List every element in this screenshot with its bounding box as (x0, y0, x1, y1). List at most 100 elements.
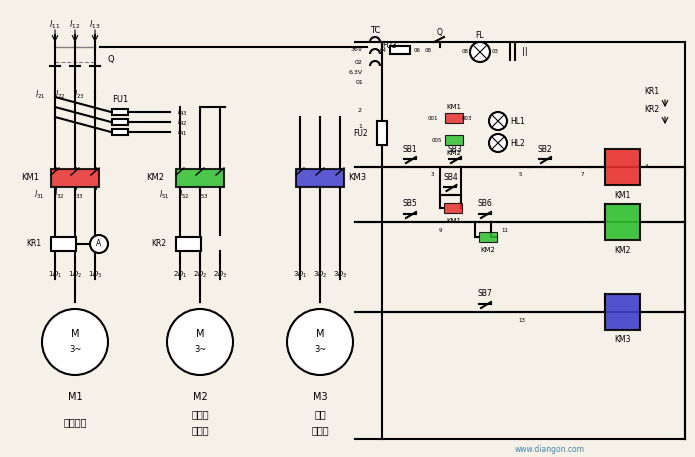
Text: 2: 2 (358, 107, 362, 112)
Text: KM1: KM1 (614, 191, 630, 200)
Text: www.diangon.com: www.diangon.com (515, 445, 585, 453)
Text: 005: 005 (432, 138, 442, 143)
Bar (176, 169, 224, 187)
Bar (479, 232, 497, 242)
Text: 02: 02 (355, 59, 363, 64)
Text: 快速: 快速 (314, 409, 326, 419)
Text: FU3: FU3 (383, 41, 398, 49)
Text: 11: 11 (502, 228, 509, 233)
Text: 4: 4 (644, 165, 648, 170)
Text: 7: 7 (580, 172, 584, 177)
Text: $l_{32}$: $l_{32}$ (54, 189, 64, 201)
Text: KM1: KM1 (446, 104, 461, 110)
Text: $2D_2$: $2D_2$ (193, 270, 207, 280)
Text: Q: Q (107, 54, 113, 64)
Circle shape (489, 134, 507, 152)
Text: SB7: SB7 (477, 289, 492, 298)
Text: FL: FL (475, 32, 484, 41)
Bar (605, 294, 640, 330)
Text: FU1: FU1 (112, 96, 128, 105)
Text: SB1: SB1 (402, 144, 417, 154)
Text: KM2: KM2 (447, 150, 461, 156)
Text: FU2: FU2 (353, 128, 368, 138)
Text: HL2: HL2 (511, 138, 525, 148)
Text: SB2: SB2 (538, 144, 553, 154)
Bar (445, 203, 462, 213)
Circle shape (489, 112, 507, 130)
Text: 6.3V: 6.3V (349, 69, 363, 74)
Text: SB3: SB3 (448, 144, 462, 154)
Text: $2D_3$: $2D_3$ (213, 270, 227, 280)
Text: 08: 08 (425, 48, 432, 53)
Text: M: M (196, 329, 204, 339)
Text: SB5: SB5 (402, 200, 418, 208)
Text: 电动机: 电动机 (191, 425, 208, 435)
Text: $3D_3$: $3D_3$ (333, 270, 348, 280)
Text: KR1: KR1 (26, 239, 41, 249)
Text: 3~: 3~ (69, 345, 81, 355)
Bar (112, 109, 128, 115)
Text: M: M (71, 329, 79, 339)
Bar (377, 121, 387, 145)
Text: 3~: 3~ (194, 345, 206, 355)
Text: KM2: KM2 (614, 245, 630, 255)
Text: KR2: KR2 (151, 239, 166, 249)
Text: 3: 3 (430, 172, 434, 177)
Text: M3: M3 (313, 392, 327, 402)
Text: $l_{22}$: $l_{22}$ (55, 89, 65, 101)
Text: $l_{11}$: $l_{11}$ (49, 19, 60, 31)
Text: $3D_1$: $3D_1$ (293, 270, 307, 280)
Text: M: M (316, 329, 325, 339)
Text: 9: 9 (439, 228, 442, 233)
Text: $l_{23}$: $l_{23}$ (74, 89, 85, 101)
Text: $l_{53}$: $l_{53}$ (199, 189, 209, 201)
Circle shape (470, 42, 490, 62)
Bar (176, 237, 201, 251)
Text: SB4: SB4 (443, 172, 458, 181)
Circle shape (42, 309, 108, 375)
Text: 5: 5 (518, 172, 522, 177)
Text: $1D_2$: $1D_2$ (67, 270, 82, 280)
Text: 3~: 3~ (314, 345, 326, 355)
Text: $l_{51}$: $l_{51}$ (158, 189, 169, 201)
Text: M1: M1 (67, 392, 82, 402)
Circle shape (167, 309, 233, 375)
Bar (605, 204, 640, 240)
Text: 01: 01 (355, 80, 363, 85)
Bar (51, 169, 99, 187)
Text: KM2: KM2 (480, 247, 496, 253)
Bar (445, 113, 463, 123)
Circle shape (287, 309, 353, 375)
Text: 36V: 36V (351, 47, 363, 52)
Text: HL1: HL1 (511, 117, 525, 126)
Text: KM3: KM3 (614, 335, 631, 345)
Text: KR2: KR2 (644, 105, 659, 113)
Text: 电动机: 电动机 (311, 425, 329, 435)
Bar (445, 135, 463, 145)
Text: KR1: KR1 (644, 87, 659, 96)
Text: 03: 03 (491, 49, 498, 54)
Bar (296, 169, 344, 187)
Text: ||: || (522, 48, 528, 57)
Text: TC: TC (370, 26, 380, 34)
Text: Q: Q (437, 27, 443, 37)
Circle shape (90, 235, 108, 253)
Text: $l_{41}$: $l_{41}$ (177, 126, 187, 138)
Text: $l_{52}$: $l_{52}$ (179, 189, 189, 201)
Text: $1D_1$: $1D_1$ (48, 270, 63, 280)
Text: 06: 06 (414, 48, 420, 53)
Text: KM1: KM1 (446, 218, 461, 224)
Text: $1D_3$: $1D_3$ (88, 270, 102, 280)
Text: 003: 003 (461, 116, 472, 121)
Text: 1: 1 (358, 124, 362, 129)
Text: SB6: SB6 (477, 200, 492, 208)
Text: M2: M2 (193, 392, 207, 402)
Text: $l_{12}$: $l_{12}$ (70, 19, 81, 31)
Bar (112, 129, 128, 135)
Text: 04: 04 (379, 48, 386, 53)
Text: $l_{33}$: $l_{33}$ (74, 189, 84, 201)
Bar (51, 237, 76, 251)
Bar (112, 119, 128, 125)
Text: KM1: KM1 (21, 174, 39, 182)
Text: $l_{21}$: $l_{21}$ (35, 89, 45, 101)
